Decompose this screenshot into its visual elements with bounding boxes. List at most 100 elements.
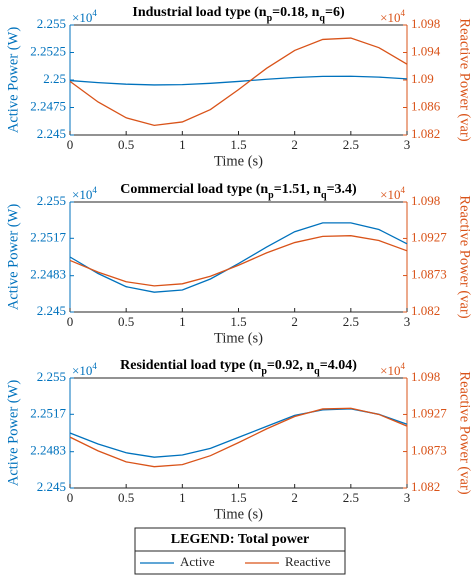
y-axis-label: Active Power (W) xyxy=(5,27,21,133)
multiplier-base: ×10 xyxy=(380,10,400,25)
chart-title: Industrial load type (np=0.18, nq=6) xyxy=(132,5,345,24)
y2-tick-label: 1.094 xyxy=(411,43,441,58)
title-part: q xyxy=(319,13,325,24)
x-axis-label: Time (s) xyxy=(214,330,263,346)
title-part: =6) xyxy=(325,5,345,20)
x-tick-label: 2.5 xyxy=(343,314,359,329)
y2-tick-label: 1.0927 xyxy=(411,405,447,420)
x-tick-label: 1.5 xyxy=(230,137,246,152)
title-part: =1.51, n xyxy=(274,182,321,197)
title-part: p xyxy=(267,13,273,24)
y2-tick-label: 1.098 xyxy=(411,369,440,384)
x-tick-label: 0 xyxy=(67,314,74,329)
title-part: q xyxy=(314,366,320,377)
title-part: =3.4) xyxy=(327,182,357,197)
y-tick-label: 2.2517 xyxy=(30,405,66,420)
multiplier-exp: 4 xyxy=(401,8,406,18)
y-axis-label: Active Power (W) xyxy=(5,380,21,486)
title-part: p xyxy=(268,190,274,201)
y2-tick-label: 1.0927 xyxy=(411,229,447,244)
title-part: q xyxy=(321,190,327,201)
multiplier-exp: 4 xyxy=(401,361,406,371)
multiplier-base: ×10 xyxy=(380,363,400,378)
y-tick-label: 2.255 xyxy=(37,193,66,208)
x-tick-label: 2 xyxy=(291,137,298,152)
multiplier-exp: 4 xyxy=(92,185,97,195)
x-tick-label: 2.5 xyxy=(343,490,359,505)
y2-tick-label: 1.086 xyxy=(411,98,441,113)
x-tick-label: 1.5 xyxy=(230,490,246,505)
x-tick-label: 2 xyxy=(291,490,298,505)
title-part: =4.04) xyxy=(320,358,357,373)
title-part: Industrial load type (n xyxy=(132,5,266,20)
x-tick-label: 2 xyxy=(291,314,298,329)
y-tick-label: 2.245 xyxy=(37,479,66,494)
y-tick-label: 2.2525 xyxy=(30,43,66,58)
x-tick-label: 0 xyxy=(67,137,74,152)
axis-multiplier: ×104 xyxy=(72,361,97,378)
axis-multiplier: ×104 xyxy=(380,361,405,378)
series-line xyxy=(69,37,408,127)
multiplier-base: ×10 xyxy=(72,187,92,202)
series-line xyxy=(69,407,408,468)
axis-multiplier: ×104 xyxy=(72,8,97,25)
title-part: =0.92, n xyxy=(267,358,314,373)
axis-multiplier: ×104 xyxy=(380,8,405,25)
y-tick-label: 2.245 xyxy=(37,126,66,141)
y-tick-label: 2.2483 xyxy=(30,267,66,282)
series-line xyxy=(69,222,408,293)
x-tick-label: 1 xyxy=(179,490,186,505)
title-part: Commercial load type (n xyxy=(120,182,268,197)
x-tick-label: 1 xyxy=(179,137,186,152)
multiplier-base: ×10 xyxy=(380,187,400,202)
multiplier-exp: 4 xyxy=(92,8,97,18)
multiplier-exp: 4 xyxy=(92,361,97,371)
y-tick-label: 2.245 xyxy=(37,303,66,318)
y-tick-label: 2.255 xyxy=(37,16,66,31)
multiplier-exp: 4 xyxy=(401,185,406,195)
x-tick-label: 1.5 xyxy=(230,314,246,329)
y-axis-label: Active Power (W) xyxy=(5,204,21,310)
axis-multiplier: ×104 xyxy=(380,185,405,202)
y2-axis-label: Reactive Power (var) xyxy=(457,18,473,141)
multiplier-base: ×10 xyxy=(72,363,92,378)
y-tick-label: 2.255 xyxy=(37,369,66,384)
x-tick-label: 0 xyxy=(67,490,74,505)
x-tick-label: 0.5 xyxy=(118,490,134,505)
y2-tick-label: 1.098 xyxy=(411,16,440,31)
y-tick-label: 2.2483 xyxy=(30,443,66,458)
x-tick-label: 3 xyxy=(404,314,411,329)
y2-tick-label: 1.0873 xyxy=(411,443,447,458)
y-tick-label: 2.2517 xyxy=(30,229,66,244)
x-tick-label: 0.5 xyxy=(118,314,134,329)
multiplier-base: ×10 xyxy=(72,10,92,25)
chart-title: Residential load type (np=0.92, nq=4.04) xyxy=(120,358,357,377)
y-tick-label: 2.25 xyxy=(43,71,66,86)
title-part: =0.18, n xyxy=(272,5,319,20)
y2-tick-label: 1.082 xyxy=(411,303,440,318)
series-line xyxy=(69,235,408,287)
y2-axis-label: Reactive Power (var) xyxy=(457,195,473,318)
series-line xyxy=(69,75,408,86)
y2-tick-label: 1.082 xyxy=(411,479,440,494)
chart-title: Commercial load type (np=1.51, nq=3.4) xyxy=(120,182,357,201)
title-part: Residential load type (n xyxy=(120,358,261,373)
y2-tick-label: 1.09 xyxy=(411,71,434,86)
x-axis-label: Time (s) xyxy=(214,153,263,169)
y2-tick-label: 1.0873 xyxy=(411,267,447,282)
x-tick-label: 1 xyxy=(179,314,186,329)
y-tick-label: 2.2475 xyxy=(30,98,66,113)
x-tick-label: 2.5 xyxy=(343,137,359,152)
y2-tick-label: 1.098 xyxy=(411,193,440,208)
x-tick-label: 3 xyxy=(404,490,411,505)
legend-label: Reactive xyxy=(285,554,331,569)
x-tick-label: 0.5 xyxy=(118,137,134,152)
axis-multiplier: ×104 xyxy=(72,185,97,202)
x-tick-label: 3 xyxy=(404,137,411,152)
series-line xyxy=(69,408,408,458)
legend-label: Active xyxy=(180,554,215,569)
y2-tick-label: 1.082 xyxy=(411,126,440,141)
y2-axis-label: Reactive Power (var) xyxy=(457,371,473,494)
x-axis-label: Time (s) xyxy=(214,506,263,522)
